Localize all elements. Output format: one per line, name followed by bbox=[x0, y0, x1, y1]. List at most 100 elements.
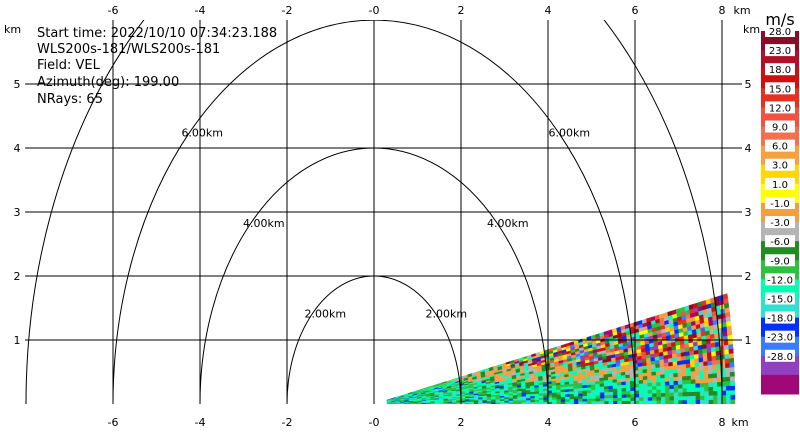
data-gate bbox=[677, 372, 683, 377]
range-ring bbox=[112, 20, 636, 404]
data-gate bbox=[608, 391, 614, 396]
x-tick-label-top: 6 bbox=[632, 4, 639, 17]
data-gate bbox=[712, 377, 718, 383]
colorbar-label-bg bbox=[765, 196, 795, 209]
data-gate bbox=[573, 395, 579, 400]
x-tick-label-bottom: -0 bbox=[369, 416, 380, 429]
data-gate bbox=[617, 397, 623, 402]
data-gate bbox=[695, 382, 701, 388]
data-gate bbox=[599, 394, 605, 399]
data-gate bbox=[664, 384, 670, 390]
colorbar-label: -28.0 bbox=[767, 352, 793, 363]
data-gate bbox=[699, 378, 705, 384]
data-gate bbox=[660, 400, 666, 404]
data-gate bbox=[655, 377, 661, 383]
data-gate bbox=[682, 375, 688, 381]
data-gate bbox=[664, 365, 670, 371]
data-gate bbox=[530, 399, 536, 403]
data-gate bbox=[729, 375, 735, 382]
x-tick-label-bottom: -4 bbox=[195, 416, 206, 429]
y-tick-label-left: 4 bbox=[14, 142, 21, 155]
data-gate bbox=[695, 386, 701, 392]
data-gate bbox=[617, 391, 623, 395]
data-gate bbox=[556, 401, 562, 404]
data-gate bbox=[726, 394, 731, 400]
data-gate bbox=[651, 374, 657, 380]
data-gate bbox=[687, 395, 692, 401]
data-gate bbox=[725, 385, 731, 391]
info-instrument: WLS200s-181/WLS200s-181 bbox=[37, 42, 221, 57]
data-gate bbox=[682, 387, 688, 393]
colorbar-label: -9.0 bbox=[770, 256, 790, 267]
data-gate bbox=[582, 392, 588, 397]
colorbar-label: 28.0 bbox=[769, 27, 791, 38]
data-gate bbox=[621, 397, 627, 401]
data-gate bbox=[704, 390, 710, 396]
data-gate bbox=[682, 383, 688, 389]
data-gate bbox=[560, 398, 566, 402]
data-gate bbox=[707, 360, 713, 366]
data-gate bbox=[704, 386, 710, 392]
data-gate bbox=[704, 382, 709, 388]
data-gate bbox=[699, 386, 705, 392]
y-tick-label-right: 3 bbox=[745, 206, 752, 219]
data-gate bbox=[707, 368, 713, 375]
data-gate bbox=[525, 401, 531, 404]
data-gate bbox=[716, 372, 722, 378]
data-gate bbox=[591, 395, 596, 399]
data-gate bbox=[665, 396, 670, 401]
data-gate bbox=[617, 384, 622, 389]
data-gate bbox=[586, 395, 592, 399]
data-gate bbox=[686, 371, 692, 377]
x-tick-label-top: 4 bbox=[545, 4, 552, 17]
data-gate bbox=[595, 386, 601, 391]
data-gate bbox=[730, 394, 736, 400]
data-gate bbox=[621, 394, 627, 398]
data-gate bbox=[643, 393, 649, 398]
data-gate bbox=[665, 392, 671, 397]
data-gate bbox=[725, 390, 731, 396]
data-gate bbox=[713, 390, 718, 396]
data-gate bbox=[703, 377, 709, 384]
colorbar-label-bg bbox=[765, 311, 795, 324]
data-gate bbox=[621, 384, 627, 389]
data-gate bbox=[604, 400, 610, 404]
data-gate bbox=[702, 356, 708, 362]
data-gate bbox=[708, 386, 714, 392]
data-gate bbox=[569, 390, 575, 395]
data-gate bbox=[664, 369, 670, 375]
data-gate bbox=[599, 391, 605, 396]
data-gate bbox=[556, 398, 562, 402]
data-gate bbox=[685, 363, 691, 369]
data-gate bbox=[691, 399, 697, 404]
data-gate bbox=[669, 384, 675, 390]
data-gate bbox=[625, 387, 631, 392]
data-gate bbox=[687, 399, 692, 404]
data-gate bbox=[591, 401, 597, 404]
data-gate bbox=[642, 375, 648, 381]
y-tick-label-right: 2 bbox=[745, 270, 752, 283]
data-gate bbox=[694, 370, 700, 376]
axis-unit-label: km bbox=[731, 416, 748, 429]
data-gate bbox=[582, 398, 588, 402]
data-gate bbox=[712, 364, 718, 370]
data-gate bbox=[721, 394, 727, 400]
data-gate bbox=[725, 367, 731, 373]
colorbar-label-bg bbox=[765, 101, 795, 114]
data-gate bbox=[729, 357, 735, 364]
data-gate bbox=[604, 388, 610, 393]
info-start-time: Start time: 2022/10/10 07:34:23.188 bbox=[37, 26, 278, 41]
data-gate bbox=[626, 397, 631, 402]
axis-unit-label: km bbox=[743, 23, 760, 36]
data-gate bbox=[690, 366, 696, 372]
plot-area: 2.00km2.00km4.00km4.00km6.00km6.00km8.00… bbox=[25, 20, 742, 404]
data-gate bbox=[595, 395, 601, 399]
colorbar-label-bg bbox=[765, 349, 795, 362]
data-gate bbox=[643, 382, 649, 387]
data-gate bbox=[634, 400, 640, 404]
data-gate bbox=[672, 364, 678, 370]
data-gate bbox=[517, 399, 523, 403]
data-gate bbox=[647, 400, 653, 404]
data-gate bbox=[677, 376, 683, 381]
